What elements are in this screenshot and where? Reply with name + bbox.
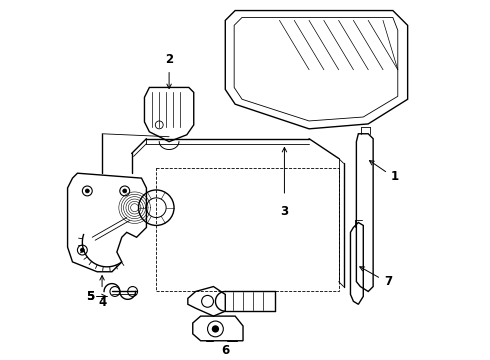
Circle shape (80, 248, 84, 252)
Text: 6: 6 (221, 344, 229, 357)
Circle shape (85, 189, 89, 193)
Text: 1: 1 (391, 170, 399, 183)
Text: 5: 5 (86, 290, 95, 303)
Text: 7: 7 (384, 275, 392, 288)
Text: 5: 5 (86, 290, 95, 303)
Text: 4: 4 (98, 296, 106, 309)
Circle shape (123, 189, 127, 193)
Text: 2: 2 (165, 53, 173, 66)
Text: 3: 3 (280, 205, 289, 218)
Circle shape (213, 326, 219, 332)
